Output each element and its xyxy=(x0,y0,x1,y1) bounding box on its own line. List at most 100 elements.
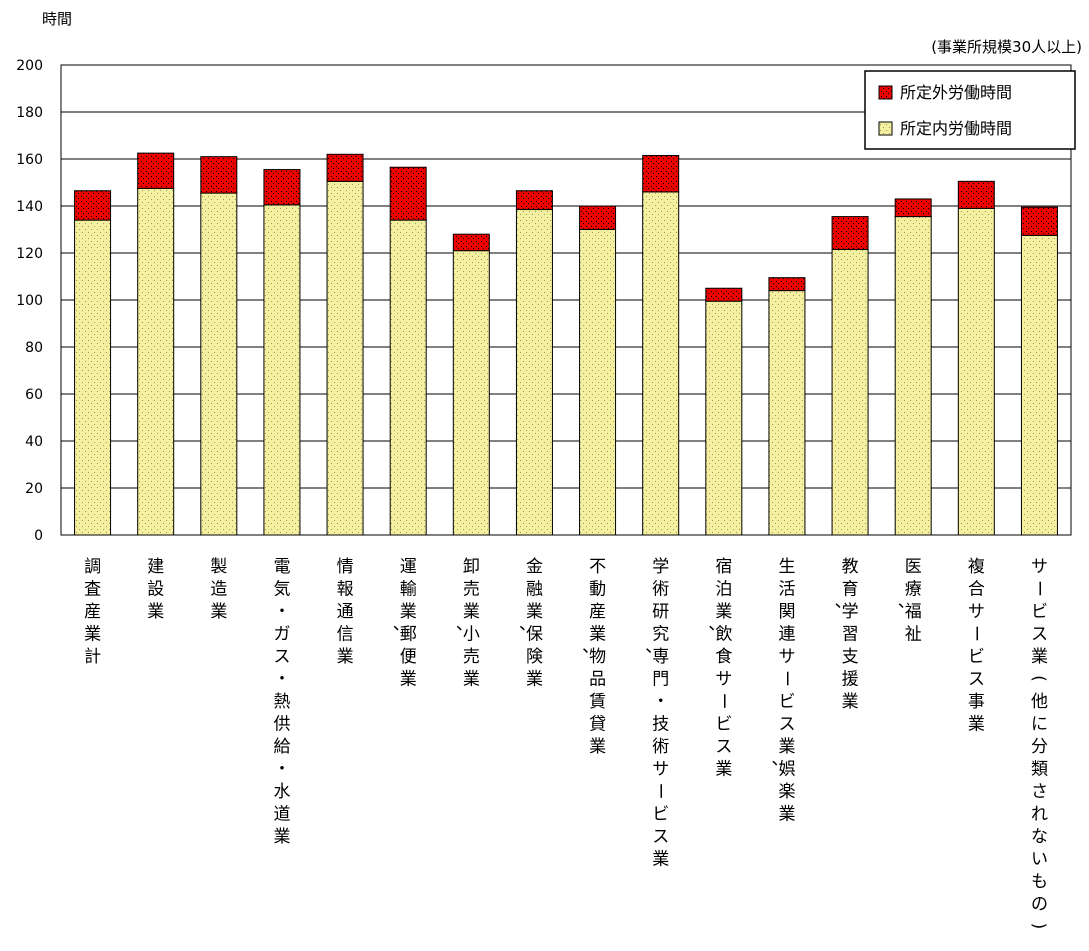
x-tick-label-char: 業 xyxy=(652,850,669,870)
x-tick-label-char: 業 xyxy=(337,647,354,667)
x-tick-label-char: 飲 xyxy=(715,625,732,645)
y-tick-label: 120 xyxy=(16,246,43,262)
x-tick-label-char: 、 xyxy=(582,637,599,657)
x-tick-label-char: 他 xyxy=(1031,692,1048,712)
y-tick-label: 0 xyxy=(34,528,43,544)
bar-scheduled-hours xyxy=(326,180,364,536)
x-tick-label-char: い xyxy=(1031,850,1048,870)
x-tick-label-char: な xyxy=(1031,827,1048,847)
bar-scheduled-hours xyxy=(200,192,238,536)
x-tick-label-char: 連 xyxy=(778,625,795,645)
x-tick-label-char: ビ xyxy=(778,692,795,712)
bar-scheduled-hours xyxy=(768,290,806,536)
x-tick-label-char: 学 xyxy=(652,557,669,577)
x-tick-label-char: 楽 xyxy=(778,782,795,802)
x-tick-label-char: 信 xyxy=(337,625,354,645)
y-tick-label: 80 xyxy=(25,340,43,356)
x-tick-label-char: 卸 xyxy=(463,557,480,577)
x-tick-label-char: 専 xyxy=(652,647,669,667)
x-tick-label-char: 、 xyxy=(771,750,788,770)
bar-scheduled-hours xyxy=(642,191,680,536)
x-tick-label-char: 不 xyxy=(589,557,606,577)
x-tick-label-char: ス xyxy=(968,670,985,690)
x-tick-label-char: 関 xyxy=(778,602,795,622)
x-tick-label-char: 育 xyxy=(842,580,859,600)
bar-overtime-hours xyxy=(452,233,490,252)
x-tick-label-char: サ xyxy=(1031,557,1048,577)
legend-swatch-scheduled xyxy=(878,121,893,136)
x-tick-label-char: 学 xyxy=(842,602,859,622)
y-tick-label: 200 xyxy=(16,58,43,74)
x-tick-label-char: ( xyxy=(1028,675,1048,682)
bar-overtime-hours xyxy=(263,169,301,206)
x-tick-label-char: 業 xyxy=(778,737,795,757)
x-tick-label-char: 業 xyxy=(400,602,417,622)
x-tick-label-char: 物 xyxy=(589,647,606,667)
bar-overtime-hours xyxy=(389,166,427,221)
x-tick-label-char: 事 xyxy=(968,692,985,712)
x-tick-label-char: ス xyxy=(652,827,669,847)
x-tick-label-char: ビ xyxy=(968,647,985,667)
x-tick-label-char: 製 xyxy=(210,557,227,577)
x-tick-label-char: 門 xyxy=(652,670,669,690)
x-tick-label-char: 、 xyxy=(519,615,536,635)
x-tick-label-char: 娯 xyxy=(778,760,795,780)
x-tick-label-char: 業 xyxy=(526,670,543,690)
x-tick-label-char: 術 xyxy=(652,580,669,600)
x-tick-label-char: ス xyxy=(778,715,795,735)
bar-scheduled-hours xyxy=(957,207,995,536)
x-tick-label-char: 産 xyxy=(589,602,606,622)
x-tick-label-char: 運 xyxy=(400,557,417,577)
x-tick-label-char: 気 xyxy=(273,580,290,600)
x-tick-label-char: 泊 xyxy=(715,580,732,600)
y-tick-label: 20 xyxy=(25,481,43,497)
bar-scheduled-hours xyxy=(74,219,112,536)
y-axis-label: 時間 xyxy=(42,10,72,28)
x-tick-label-char: 業 xyxy=(715,602,732,622)
x-tick-label-char: 業 xyxy=(463,602,480,622)
x-tick-label-char: 支 xyxy=(842,647,859,667)
x-tick-label-char: の xyxy=(1031,895,1048,915)
x-tick-label-char: ) xyxy=(1028,923,1048,930)
bar-scheduled-hours xyxy=(705,300,743,536)
x-tick-label-char: 生 xyxy=(778,557,795,577)
x-tick-label-char: に xyxy=(1031,715,1048,735)
bar-scheduled-hours xyxy=(579,229,617,536)
x-tick-label-char: ガ xyxy=(273,625,290,645)
y-axis-ticks: 0 20 40 60 80 100 120 140 160 180 200 xyxy=(16,58,43,544)
x-tick-label-char: 業 xyxy=(715,760,732,780)
plot-area-border xyxy=(60,64,1072,536)
x-tick-label-char: ス xyxy=(273,647,290,667)
y-tick-label: 40 xyxy=(25,434,43,450)
x-tick-label-char: さ xyxy=(1031,782,1048,802)
x-tick-label-char: 建 xyxy=(147,557,164,577)
x-tick-label-char: 祉 xyxy=(905,625,922,645)
x-tick-label-char: サ xyxy=(968,602,985,622)
x-tick-label-char: 類 xyxy=(1031,760,1048,780)
bar-overtime-hours xyxy=(200,156,238,194)
x-tick-label-char: 貸 xyxy=(589,715,606,735)
x-tick-label-char: サ xyxy=(778,647,795,667)
x-tick-label-char: 業 xyxy=(968,715,985,735)
x-tick-label-char: 活 xyxy=(778,580,795,600)
y-tick-label: 140 xyxy=(16,199,43,215)
bar-overtime-hours xyxy=(137,152,175,189)
bar-scheduled-hours xyxy=(452,250,490,536)
bar-overtime-hours xyxy=(894,198,932,218)
x-tick-label-char: 報 xyxy=(337,580,354,600)
x-tick-label-char: 水 xyxy=(273,782,290,802)
bar-overtime-hours xyxy=(579,205,617,230)
x-tick-label-char: ・ xyxy=(273,602,290,622)
chart-note: (事業所規模30人以上) xyxy=(931,38,1082,56)
bar-scheduled-hours xyxy=(263,204,301,536)
x-tick-label-char: 業 xyxy=(778,805,795,825)
x-tick-label-char: も xyxy=(1031,872,1048,892)
x-tick-label-char: ス xyxy=(1031,625,1048,645)
x-tick-label-char: ー xyxy=(776,670,796,687)
x-tick-label-char: 、 xyxy=(708,615,725,635)
x-tick-label-char: 業 xyxy=(842,692,859,712)
x-tick-label-char: 、 xyxy=(835,592,852,612)
x-tick-label-char: 輸 xyxy=(400,580,417,600)
bar-overtime-hours xyxy=(515,190,553,211)
